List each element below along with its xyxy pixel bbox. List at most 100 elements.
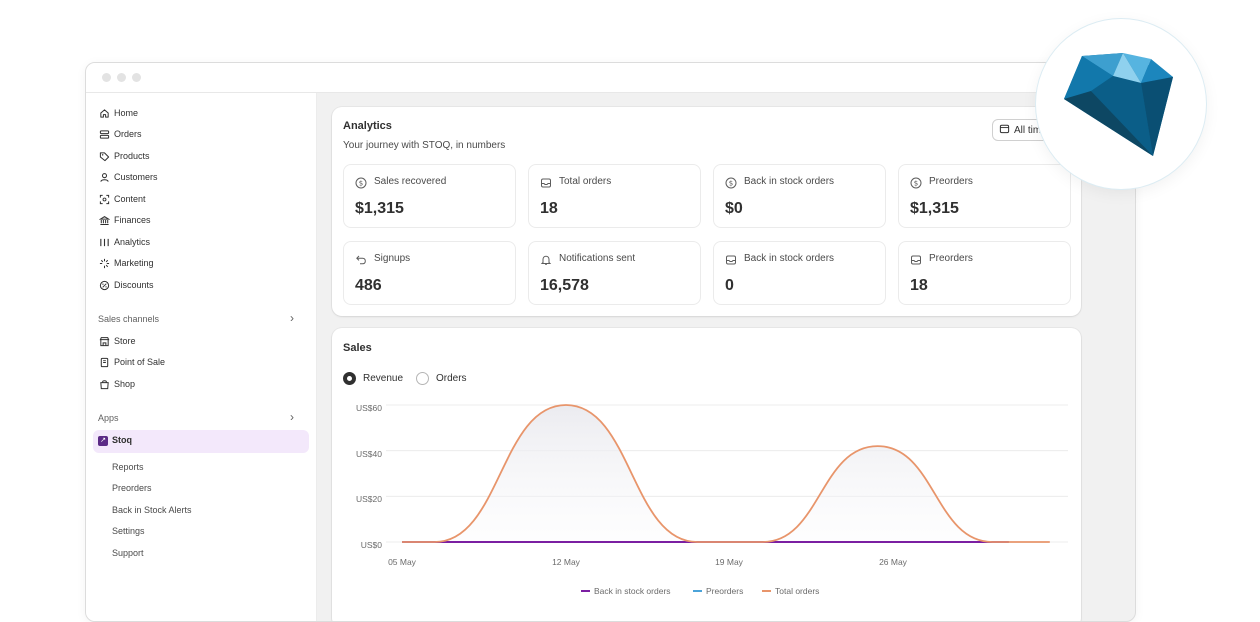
sidebar-item-label: Marketing xyxy=(114,258,154,268)
metric-label: Back in stock orders xyxy=(744,253,835,264)
sidebar-item-label: Store xyxy=(114,336,136,346)
legend-label: Total orders xyxy=(775,586,820,596)
radio-revenue[interactable]: Revenue xyxy=(343,372,403,385)
dollar-icon: $ xyxy=(355,176,367,189)
analytics-card: Analytics Your journey with STOQ, in num… xyxy=(332,107,1081,316)
undo-icon xyxy=(355,253,367,265)
stoq-logo-icon: ↗ xyxy=(98,436,108,446)
sidebar-item-stoq[interactable]: ↗ Stoq xyxy=(93,430,309,453)
sidebar-item-home[interactable]: Home xyxy=(98,104,138,122)
pos-icon xyxy=(98,356,110,368)
x-tick-label: 12 May xyxy=(552,557,580,567)
sidebar-item-store[interactable]: Store xyxy=(98,332,136,350)
orders-icon xyxy=(98,128,110,140)
sidebar-item-label: Home xyxy=(114,108,139,118)
inbox-icon xyxy=(540,176,552,188)
sidebar-item-products[interactable]: Products xyxy=(98,147,150,165)
sidebar-subitem-preorders[interactable]: Preorders xyxy=(112,483,152,493)
area-total-orders xyxy=(402,405,1050,542)
home-icon xyxy=(98,107,110,119)
bank-icon xyxy=(98,214,110,226)
gem-badge xyxy=(1036,19,1206,189)
sidebar-item-analytics[interactable]: Analytics xyxy=(98,233,150,251)
sidebar-item-discounts[interactable]: Discounts xyxy=(98,276,154,294)
metric-label: Sales recovered xyxy=(374,176,447,187)
sidebar-item-pos[interactable]: Point of Sale xyxy=(98,353,165,371)
sidebar-item-shop[interactable]: Shop xyxy=(98,375,135,393)
sidebar-item-content[interactable]: Content xyxy=(98,190,146,208)
legend-swatch xyxy=(762,590,771,592)
metric-card-signups: Signups 486 xyxy=(343,241,516,305)
bag-icon xyxy=(98,378,110,390)
sidebar-item-label: Point of Sale xyxy=(114,357,166,367)
metric-card-sales-recovered: $ Sales recovered $1,315 xyxy=(343,164,516,228)
y-tick-label: US$0 xyxy=(360,540,382,550)
svg-text:$: $ xyxy=(914,180,918,188)
chevron-right-icon[interactable]: › xyxy=(290,311,294,325)
metric-label: Preorders xyxy=(929,176,973,187)
metric-value: $0 xyxy=(725,200,743,217)
dollar-icon: $ xyxy=(910,176,922,189)
sidebar-item-label: Customers xyxy=(114,172,158,182)
metric-label: Preorders xyxy=(929,253,973,264)
sidebar-item-label: Products xyxy=(114,151,150,161)
calendar-icon xyxy=(999,123,1010,137)
legend-total-orders: Total orders xyxy=(762,586,819,596)
metric-label: Total orders xyxy=(559,176,612,187)
store-icon xyxy=(98,335,110,347)
inbox-icon xyxy=(725,253,737,265)
sidebar-item-marketing[interactable]: Marketing xyxy=(98,254,154,272)
sidebar: Home Orders Products Customers Content F… xyxy=(86,93,317,621)
sidebar-item-finances[interactable]: Finances xyxy=(98,211,151,229)
sidebar-item-customers[interactable]: Customers xyxy=(98,168,158,186)
sidebar-item-label: Content xyxy=(114,194,146,204)
metric-value: 16,578 xyxy=(540,277,589,294)
svg-text:$: $ xyxy=(359,180,363,188)
person-icon xyxy=(98,171,110,183)
sidebar-subitem-back-in-stock-alerts[interactable]: Back in Stock Alerts xyxy=(112,505,192,515)
date-range-label: All tim xyxy=(1014,124,1042,136)
analytics-subtitle: Your journey with STOQ, in numbers xyxy=(343,140,506,151)
diamond-icon xyxy=(1064,53,1173,156)
sidebar-item-label: Analytics xyxy=(114,237,151,247)
y-tick-label: US$20 xyxy=(356,494,382,504)
dollar-icon: $ xyxy=(725,176,737,189)
window-dot xyxy=(132,73,141,82)
legend-label: Preorders xyxy=(706,586,744,596)
metric-value: $1,315 xyxy=(355,200,404,217)
radio-orders[interactable]: Orders xyxy=(416,372,467,385)
radio-label: Revenue xyxy=(363,373,404,384)
window-dot xyxy=(117,73,126,82)
sidebar-item-label: Shop xyxy=(114,379,136,389)
sidebar-subitem-support[interactable]: Support xyxy=(112,548,144,558)
radio-button[interactable] xyxy=(416,372,429,385)
metric-card-total-orders: Total orders 18 xyxy=(528,164,701,228)
app-window: Home Orders Products Customers Content F… xyxy=(85,62,1136,622)
content-icon xyxy=(98,193,110,205)
chevron-right-icon[interactable]: › xyxy=(290,410,294,424)
sidebar-item-label: Orders xyxy=(114,129,142,139)
metric-value: 486 xyxy=(355,277,382,294)
legend-preorders: Preorders xyxy=(693,586,743,596)
radio-label: Orders xyxy=(436,373,467,384)
sidebar-subitem-settings[interactable]: Settings xyxy=(112,526,145,536)
discount-icon xyxy=(98,279,110,291)
metric-card-preorders-count: Preorders 18 xyxy=(898,241,1071,305)
tag-icon xyxy=(98,150,110,162)
y-tick-label: US$60 xyxy=(356,403,382,413)
svg-text:$: $ xyxy=(729,180,733,188)
sidebar-item-label: Stoq xyxy=(112,435,132,445)
sidebar-subitem-reports[interactable]: Reports xyxy=(112,462,144,472)
sidebar-item-orders[interactable]: Orders xyxy=(98,125,142,143)
metric-card-back-in-stock-orders: $ Back in stock orders $0 xyxy=(713,164,886,228)
sparkle-icon xyxy=(98,257,110,269)
series-line-total-orders xyxy=(402,404,1050,543)
analytics-title: Analytics xyxy=(343,120,392,132)
metric-label: Back in stock orders xyxy=(744,176,835,187)
y-tick-label: US$40 xyxy=(356,449,382,459)
metric-label: Signups xyxy=(374,253,411,264)
legend-swatch xyxy=(693,590,702,592)
sales-card: Sales Revenue Orders US$60 US$40 US$20 U… xyxy=(332,328,1081,621)
window-dot xyxy=(102,73,111,82)
radio-button-selected[interactable] xyxy=(343,372,356,385)
